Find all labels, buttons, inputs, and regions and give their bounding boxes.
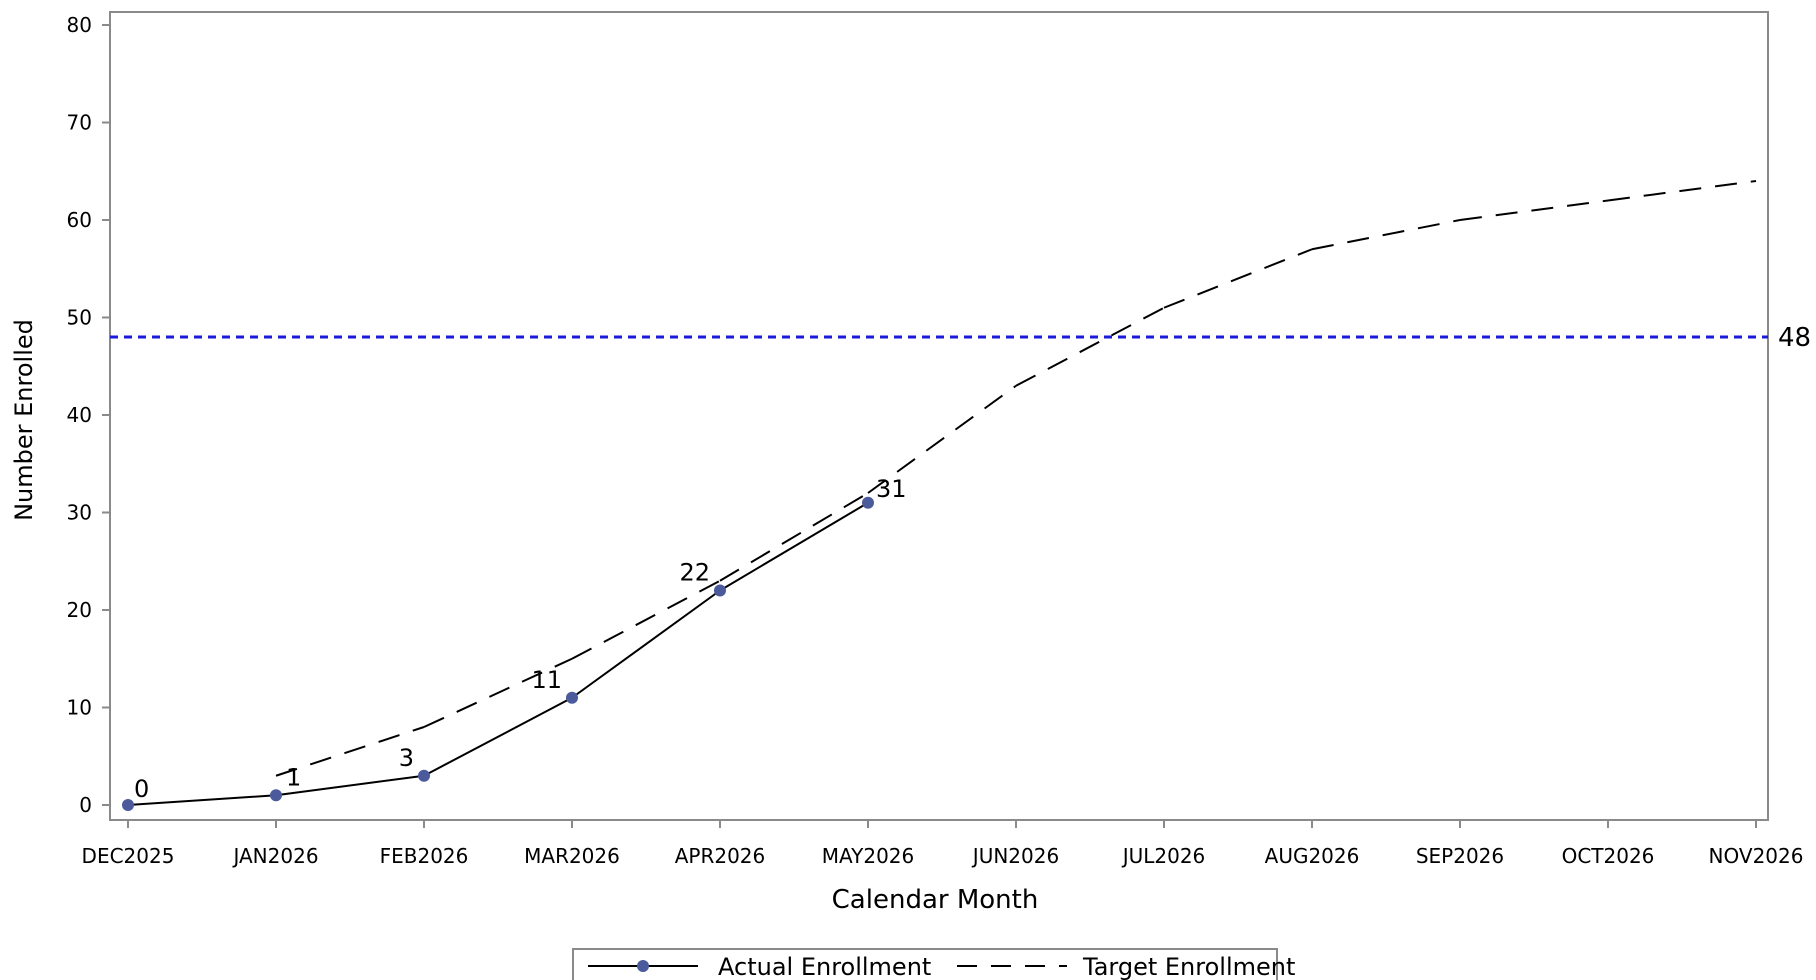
actual-point [122,799,134,811]
y-tick-label: 60 [67,208,92,232]
actual-series [122,496,874,811]
x-tick-label: APR2026 [675,844,766,868]
y-tick-label: 10 [67,696,92,720]
actual-segment [571,589,721,699]
x-tick-label: NOV2026 [1709,844,1804,868]
target-segment [1015,306,1165,387]
legend-actual-swatch-marker [637,960,649,972]
reference-line-label: 48 [1778,323,1811,353]
actual-data-label: 0 [134,775,149,803]
legend-frame [572,948,1278,980]
actual-segment [127,794,277,806]
y-tick-label: 80 [67,13,92,37]
target-segment [275,726,425,777]
actual-point [714,584,726,597]
target-segment [719,492,869,582]
actual-data-label: 3 [399,744,414,772]
target-segment [1607,180,1757,202]
reference-line-group: 48 [110,323,1811,353]
legend-actual-label: Actual Enrollment [718,953,931,980]
actual-point [862,496,874,509]
plot-frame [109,11,1769,821]
actual-segment [719,501,869,592]
target-segment [867,384,1017,494]
actual-data-label: 1 [286,763,301,791]
actual-point [270,789,282,802]
x-tick-label: MAR2026 [524,844,620,868]
y-tick-label: 30 [67,501,92,525]
x-tick-label: MAY2026 [822,844,915,868]
y-tick-label: 20 [67,598,92,622]
target-series [275,180,1757,777]
x-tick-label: JUL2026 [1121,844,1206,868]
x-tick-label: JUN2026 [971,844,1059,868]
actual-data-label: 22 [679,559,710,587]
x-tick-label: OCT2026 [1562,844,1655,868]
target-segment [1163,248,1313,309]
target-segment [1311,219,1461,251]
x-tick-label: JAN2026 [231,844,318,868]
target-segment [1459,199,1609,221]
x-tick-label: AUG2026 [1265,844,1360,868]
y-tick-label: 50 [67,306,92,330]
y-tick-label: 40 [67,403,92,427]
actual-segment [275,774,425,797]
target-segment [423,657,573,728]
x-tick-label: DEC2025 [82,844,175,868]
target-segment [571,579,721,660]
y-tick-label: 70 [67,111,92,135]
x-axis: DEC2025 JAN2026 FEB2026 MAR2026 APR2026 MAY20… [82,820,1804,868]
data-labels: 0 1 3 11 22 31 [134,475,907,803]
legend: Actual Enrollment Target Enrollment [572,948,1295,980]
actual-data-label: 11 [531,666,562,694]
legend-target-label: Target Enrollment [1082,953,1295,980]
y-axis-title: Number Enrolled [10,319,38,521]
x-tick-label: SEP2026 [1416,844,1504,868]
actual-segment [423,696,573,777]
y-tick-label: 0 [79,793,92,817]
y-axis: 0 10 20 30 40 50 60 70 80 [67,13,110,817]
actual-point [418,769,430,782]
x-axis-title: Calendar Month [832,885,1039,915]
x-tick-label: FEB2026 [380,844,469,868]
actual-data-label: 31 [876,475,907,503]
actual-point [566,691,578,704]
